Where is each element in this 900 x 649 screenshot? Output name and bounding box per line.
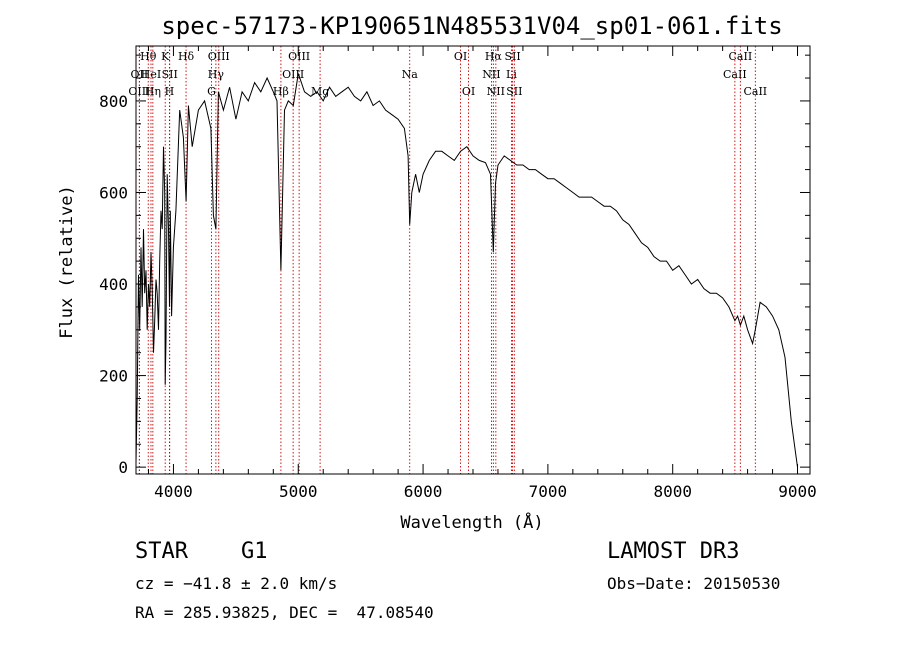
line-label: CaII xyxy=(729,50,753,63)
plot-frame xyxy=(135,45,811,475)
line-label: Hα xyxy=(485,50,503,63)
spectral-line-markers xyxy=(138,46,756,474)
y-tick-label: 800 xyxy=(99,92,128,111)
line-label: OI xyxy=(454,50,467,63)
chart-title: spec-57173-KP190651N485531V04_sp01-061.f… xyxy=(161,12,782,40)
x-axis-label: Wavelength (Å) xyxy=(400,511,543,533)
line-label: CaII xyxy=(723,68,747,81)
observation-date: Obs−Date: 20150530 xyxy=(607,574,781,593)
line-label: OIII xyxy=(288,50,310,63)
line-label: Hγ xyxy=(208,68,225,81)
y-tick-label: 400 xyxy=(99,275,128,294)
line-label: OIII xyxy=(128,85,150,98)
line-label: HeI xyxy=(141,68,161,81)
y-tick-label: 600 xyxy=(99,183,128,202)
x-tick-label: 6000 xyxy=(404,482,443,501)
y-tick-label: 200 xyxy=(99,367,128,386)
spectrum-line xyxy=(135,73,798,468)
line-label: Li xyxy=(506,68,517,81)
object-class: STAR xyxy=(135,539,188,564)
x-tick-label: 5000 xyxy=(279,482,318,501)
x-tick-label: 8000 xyxy=(653,482,692,501)
x-tick-label: 4000 xyxy=(154,482,193,501)
line-label: NII xyxy=(482,68,500,81)
x-tick-label: 9000 xyxy=(778,482,817,501)
line-label: Hβ xyxy=(273,85,289,98)
object-subclass: G1 xyxy=(241,539,268,564)
line-label: OIII xyxy=(208,50,230,63)
line-label: Mg xyxy=(311,85,329,98)
y-axis-label: Flux (relative) xyxy=(57,185,77,339)
y-axis-ticks: 0 200 400 600 800 xyxy=(99,54,810,477)
line-label: OIII xyxy=(282,68,304,81)
x-axis-ticks: 4000 5000 6000 7000 8000 9000 xyxy=(147,46,817,501)
line-label: NII xyxy=(487,85,505,98)
line-label: SII xyxy=(506,85,522,98)
line-label: SII xyxy=(162,68,178,81)
line-label: Hδ xyxy=(178,50,195,63)
line-label: Na xyxy=(402,68,419,81)
line-label: CaII xyxy=(743,85,767,98)
line-label: OII xyxy=(131,68,149,81)
line-label: G xyxy=(207,85,216,98)
coordinates: RA = 285.93825, DEC = 47.08540 xyxy=(135,603,434,622)
line-label: SII xyxy=(504,50,520,63)
line-label: Hη xyxy=(145,85,161,98)
line-label: K xyxy=(161,50,170,63)
survey-name: LAMOST DR3 xyxy=(607,539,740,564)
line-label: Hθ xyxy=(140,50,157,63)
line-label: OI xyxy=(462,85,475,98)
x-tick-label: 7000 xyxy=(529,482,568,501)
y-tick-label: 0 xyxy=(118,458,128,477)
redshift-value: cz = −41.8 ± 2.0 km/s xyxy=(135,574,338,593)
line-label: H xyxy=(165,85,175,98)
